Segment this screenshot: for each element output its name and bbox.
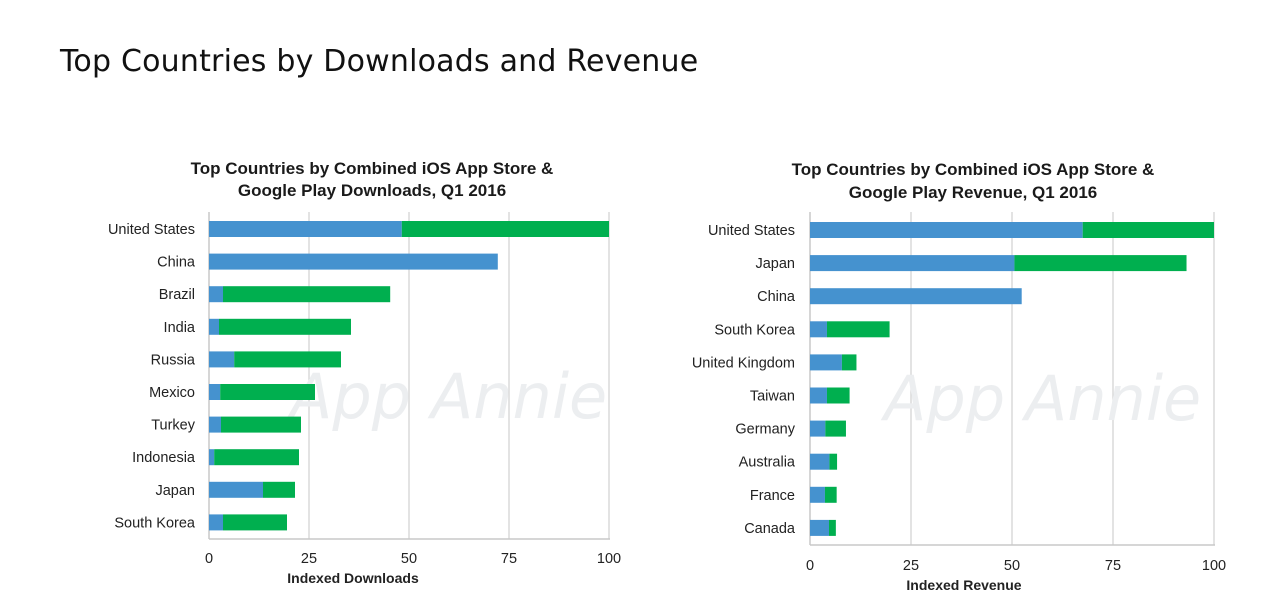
revenue-chart: Top Countries by Combined iOS App Store … bbox=[692, 160, 1226, 593]
bar-segment-ios bbox=[810, 255, 1015, 272]
bar-segment-google-play bbox=[223, 514, 287, 531]
bar-segment-google-play bbox=[263, 481, 295, 498]
bar-segment-ios bbox=[209, 253, 498, 270]
category-label: Japan bbox=[755, 256, 795, 272]
category-label: Russia bbox=[151, 352, 196, 368]
x-tick-label: 25 bbox=[301, 551, 317, 567]
bar-segment-google-play bbox=[825, 420, 846, 437]
watermark: App Annie bbox=[286, 360, 607, 433]
category-label: China bbox=[157, 255, 196, 271]
downloads-chart: Top Countries by Combined iOS App Store … bbox=[108, 159, 621, 586]
category-label: China bbox=[757, 289, 796, 305]
bar-segment-google-play bbox=[841, 354, 857, 371]
chart-title-line-1: Top Countries by Combined iOS App Store … bbox=[191, 159, 554, 178]
x-tick-label: 50 bbox=[401, 551, 417, 567]
bar-segment-google-play bbox=[401, 221, 609, 237]
bar-segment-ios bbox=[209, 449, 215, 466]
chart-title-line-2: Google Play Revenue, Q1 2016 bbox=[849, 183, 1098, 202]
bar-segment-google-play bbox=[221, 416, 301, 433]
bar-segment-google-play bbox=[1014, 255, 1187, 272]
category-label: Japan bbox=[155, 483, 195, 499]
bar-segment-ios bbox=[810, 354, 842, 371]
bar-segment-google-play bbox=[234, 351, 341, 368]
category-label: India bbox=[164, 320, 196, 336]
category-label: Indonesia bbox=[132, 450, 196, 466]
bar-segment-google-play bbox=[1082, 222, 1214, 238]
bar-segment-google-play bbox=[826, 321, 890, 338]
bar-segment-ios bbox=[209, 221, 402, 237]
bar-segment-ios bbox=[209, 351, 235, 368]
bar-segment-google-play bbox=[829, 453, 838, 470]
x-tick-label: 75 bbox=[501, 551, 517, 567]
bar-segment-ios bbox=[810, 321, 827, 338]
bar-segment-ios bbox=[810, 519, 829, 536]
x-tick-label: 100 bbox=[1202, 558, 1226, 574]
watermark: App Annie bbox=[880, 362, 1201, 435]
category-label: South Korea bbox=[114, 515, 196, 531]
bar-segment-ios bbox=[209, 286, 223, 303]
category-label: Taiwan bbox=[750, 389, 795, 405]
chart-title-line-1: Top Countries by Combined iOS App Store … bbox=[792, 160, 1155, 179]
page-title: Top Countries by Downloads and Revenue bbox=[60, 44, 699, 79]
x-axis-label: Indexed Revenue bbox=[906, 577, 1021, 593]
x-tick-label: 100 bbox=[597, 551, 621, 567]
bar-segment-ios bbox=[810, 486, 825, 503]
bar-segment-ios bbox=[810, 288, 1022, 305]
bar-segment-ios bbox=[209, 318, 219, 335]
x-tick-label: 0 bbox=[806, 558, 814, 574]
category-label: United States bbox=[108, 222, 195, 238]
category-label: United States bbox=[708, 223, 795, 239]
x-tick-label: 0 bbox=[205, 551, 213, 567]
bar-segment-ios bbox=[209, 481, 263, 498]
bar-segment-google-play bbox=[220, 384, 315, 400]
bar-segment-ios bbox=[810, 453, 830, 470]
bar-segment-ios bbox=[810, 387, 827, 404]
x-tick-label: 75 bbox=[1105, 558, 1121, 574]
category-label: Germany bbox=[735, 422, 795, 438]
bar-segment-google-play bbox=[826, 387, 850, 404]
category-label: Australia bbox=[739, 455, 796, 471]
category-label: France bbox=[750, 488, 795, 504]
bar-segment-ios bbox=[810, 222, 1083, 238]
category-label: Brazil bbox=[159, 287, 195, 303]
x-tick-label: 25 bbox=[903, 558, 919, 574]
bar-segment-ios bbox=[810, 420, 826, 437]
bar-segment-google-play bbox=[828, 519, 836, 536]
bar-segment-ios bbox=[209, 384, 221, 400]
category-label: United Kingdom bbox=[692, 355, 795, 371]
bar-segment-google-play bbox=[219, 318, 351, 335]
bar-segment-google-play bbox=[824, 486, 837, 503]
category-label: South Korea bbox=[714, 322, 796, 338]
chart-title-line-2: Google Play Downloads, Q1 2016 bbox=[238, 181, 506, 200]
bar-segment-ios bbox=[209, 416, 221, 433]
category-label: Turkey bbox=[151, 418, 196, 434]
category-label: Canada bbox=[744, 521, 796, 537]
bar-segment-ios bbox=[209, 514, 223, 531]
category-label: Mexico bbox=[149, 385, 195, 401]
x-axis-label: Indexed Downloads bbox=[287, 570, 419, 586]
bar-segment-google-play bbox=[214, 449, 299, 466]
x-tick-label: 50 bbox=[1004, 558, 1020, 574]
bar-segment-google-play bbox=[223, 286, 391, 303]
